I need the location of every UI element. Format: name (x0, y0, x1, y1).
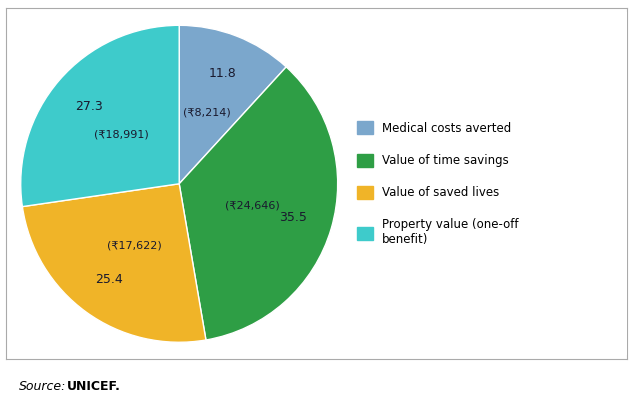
Text: Source:: Source: (19, 380, 67, 393)
Wedge shape (20, 25, 179, 206)
Wedge shape (179, 25, 286, 184)
Text: UNICEF.: UNICEF. (67, 380, 121, 393)
Text: (₹18,991): (₹18,991) (94, 129, 149, 139)
Text: 27.3: 27.3 (76, 100, 103, 112)
Text: 35.5: 35.5 (279, 211, 307, 224)
Text: (₹8,214): (₹8,214) (183, 108, 230, 118)
Text: (₹24,646): (₹24,646) (225, 200, 280, 210)
Wedge shape (22, 184, 206, 342)
Legend: Medical costs averted, Value of time savings, Value of saved lives, Property val: Medical costs averted, Value of time sav… (351, 116, 525, 252)
Text: (₹17,622): (₹17,622) (107, 240, 162, 250)
Wedge shape (179, 67, 338, 340)
Text: 25.4: 25.4 (95, 273, 124, 287)
Text: 11.8: 11.8 (209, 66, 236, 79)
